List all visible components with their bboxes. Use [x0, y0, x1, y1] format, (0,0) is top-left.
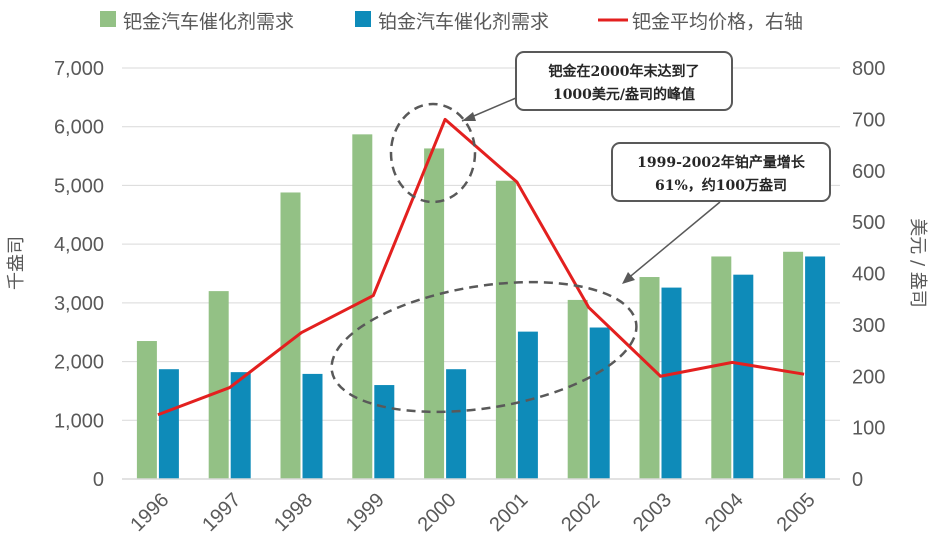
annotation-growth-line-2: 61%，约100万盎司	[655, 177, 787, 194]
x-axis-tick-label: 1997	[198, 489, 245, 536]
left-axis-tick-label: 4,000	[54, 234, 104, 256]
annotation-peak-box	[515, 51, 733, 111]
left-axis-tick-label: 5,000	[54, 175, 104, 197]
legend-swatch-palladium-demand	[100, 11, 116, 27]
bar-platinum-demand	[302, 373, 323, 479]
bar-palladium-demand	[280, 192, 301, 479]
legend-label-palladium-price: 钯金平均价格，右轴	[632, 11, 803, 33]
annotation-peak: 钯金在2000年末达到了 1000美元/盎司的峰值	[389, 51, 733, 204]
right-axis-tick-label: 300	[852, 315, 885, 337]
bar-platinum-demand	[446, 369, 467, 479]
bar-palladium-demand	[208, 291, 229, 479]
bar-platinum-demand	[805, 256, 826, 479]
bar-palladium-demand	[495, 180, 516, 479]
right-axis-tick-label: 400	[852, 264, 885, 286]
x-axis-tick-label: 1996	[126, 489, 173, 536]
x-axis-tick-label: 2004	[701, 489, 748, 536]
left-axis-tick-label: 3,000	[54, 293, 104, 315]
left-axis-title: 千盎司	[6, 236, 27, 290]
plot-area: 0 1,000 2,000 3,000 4,000 5,000 6,000 7,000 0 100…	[54, 58, 885, 536]
bar-palladium-demand	[136, 341, 157, 479]
annotation-growth-line-1: 1999-2002年铂产量增长	[637, 154, 806, 171]
x-axis-tick-label: 2001	[485, 489, 532, 536]
annotation-growth-ellipse	[330, 280, 638, 414]
bar-palladium-demand	[567, 299, 588, 479]
bar-platinum-demand	[733, 274, 754, 479]
legend-label-platinum-demand: 铂金汽车催化剂需求	[378, 11, 549, 33]
annotation-peak-line-2: 1000美元/盎司的峰值	[553, 86, 695, 103]
bar-palladium-demand	[639, 277, 660, 479]
bar-platinum-demand	[517, 331, 538, 479]
x-axis-tick-label: 1999	[342, 489, 389, 536]
bar-platinum-demand	[230, 372, 251, 479]
annotation-growth-box	[611, 142, 831, 202]
annotation-peak-line-1: 钯金在2000年末达到了	[548, 63, 700, 80]
left-axis-tick-label: 0	[93, 469, 104, 491]
bar-palladium-demand	[352, 134, 373, 479]
right-axis-tick-label: 700	[852, 109, 885, 131]
legend-swatch-platinum-demand	[355, 11, 371, 27]
right-axis-title: 美元 / 盎司	[907, 218, 928, 308]
legend-label-palladium-demand: 钯金汽车催化剂需求	[123, 11, 294, 33]
x-axis-tick-label: 2000	[414, 489, 461, 536]
left-axis-tick-label: 1,000	[54, 410, 104, 432]
bar-platinum-demand	[661, 287, 682, 479]
bar-palladium-demand	[424, 148, 445, 479]
left-axis-tick-label: 7,000	[54, 58, 104, 80]
right-axis-tick-label: 600	[852, 161, 885, 183]
left-axis-tick-label: 2,000	[54, 352, 104, 374]
right-axis-tick-label: 0	[852, 469, 863, 491]
x-axis-tick-label: 2002	[557, 489, 604, 536]
x-axis-tick-label: 1998	[270, 489, 317, 536]
annotation-peak-arrowhead	[462, 112, 476, 121]
legend: 钯金汽车催化剂需求 铂金汽车催化剂需求 钯金平均价格，右轴	[100, 11, 803, 33]
annotation-growth: 1999-2002年铂产量增长 61%，约100万盎司	[330, 142, 831, 414]
line-palladium-price	[157, 117, 805, 417]
right-axis-tick-label: 500	[852, 212, 885, 234]
bar-platinum-demand	[158, 369, 179, 479]
right-axis-tick-label: 800	[852, 58, 885, 80]
x-axis-tick-label: 2003	[629, 489, 676, 536]
x-axis-tick-label: 2005	[773, 489, 820, 536]
bar-palladium-demand	[783, 251, 804, 479]
bar-platinum-demand	[374, 385, 395, 479]
annotation-peak-ellipse	[389, 102, 477, 204]
annotation-growth-arrowhead	[622, 272, 635, 284]
left-axis-tick-label: 6,000	[54, 117, 104, 139]
bar-palladium-demand	[711, 256, 732, 479]
right-axis-tick-label: 200	[852, 366, 885, 388]
right-axis-tick-label: 100	[852, 418, 885, 440]
annotation-growth-arrow	[625, 201, 721, 281]
bar-platinum-demand	[589, 327, 610, 479]
